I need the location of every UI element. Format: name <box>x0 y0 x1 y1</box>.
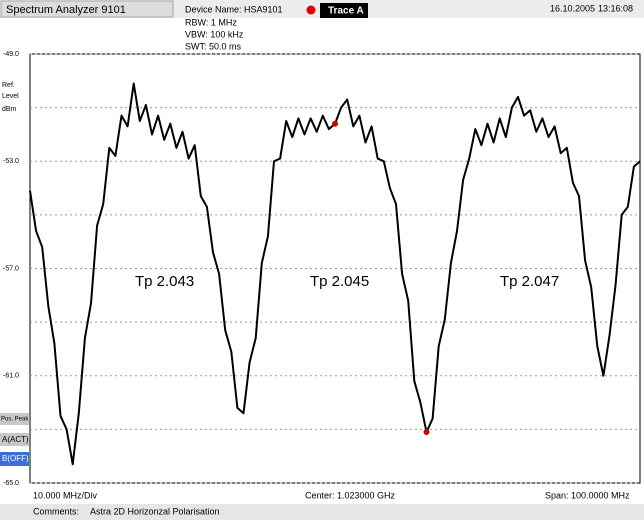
app-title: Spectrum Analyzer 9101 <box>6 4 126 16</box>
y-label: Ref. <box>2 82 15 89</box>
footer-div: 10.000 MHz/Div <box>33 490 98 500</box>
footer-span: Span: 100.0000 MHz <box>545 490 630 500</box>
comments-bar <box>0 504 644 520</box>
button-label: A(ACT) <box>2 435 29 444</box>
y-tick-label: -57.0 <box>3 265 19 272</box>
annotation: Tp 2.043 <box>135 273 194 290</box>
button[interactable] <box>0 413 29 425</box>
comments: Astra 2D Horizonzal Polarisation <box>90 506 220 516</box>
y-tick-label: -53.0 <box>3 158 19 165</box>
device-name: Device Name: HSA9101 <box>185 4 283 14</box>
date: 16.10.2005 <box>550 3 595 13</box>
button-label: Pos. Peak <box>1 417 29 423</box>
setting: SWT: 50.0 ms <box>185 41 242 51</box>
y-tick-label: -65.0 <box>3 480 19 487</box>
button-label: B(OFF) <box>2 454 29 463</box>
y-tick-label: -61.0 <box>3 373 19 380</box>
marker <box>423 429 430 436</box>
y-tick-label: -49.0 <box>3 51 19 58</box>
footer-center: Center: 1.023000 GHz <box>305 490 396 500</box>
y-label: dBm <box>2 106 17 113</box>
annotation: Tp 2.045 <box>310 273 369 290</box>
trace-name: Trace A <box>328 6 364 17</box>
comments-label: Comments: <box>33 506 79 516</box>
trace-box[interactable] <box>320 3 368 18</box>
trace-indicator <box>306 5 316 15</box>
marker <box>332 120 338 127</box>
button[interactable] <box>0 433 29 446</box>
button[interactable] <box>0 452 29 466</box>
setting: RBW: 1 MHz <box>185 17 237 27</box>
y-label: Level <box>2 93 19 100</box>
title-box <box>0 0 174 18</box>
annotation: Tp 2.047 <box>500 273 559 290</box>
time: 13:16:08 <box>598 3 633 13</box>
setting: VBW: 100 kHz <box>185 29 244 39</box>
